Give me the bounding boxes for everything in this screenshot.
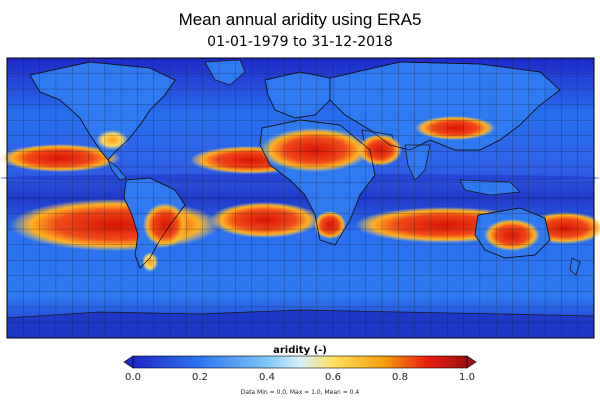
colorbar bbox=[132, 355, 468, 369]
south-america-coast bbox=[123, 177, 186, 269]
eurasia-coast bbox=[264, 61, 561, 151]
colorbar-tick: 1.0 bbox=[459, 372, 475, 383]
southern-africa-arid-region bbox=[314, 211, 346, 239]
south-pacific-arid-band bbox=[10, 199, 220, 251]
greenland bbox=[204, 59, 246, 86]
map-frame bbox=[6, 57, 595, 339]
atacama-arid-region bbox=[143, 203, 187, 247]
map-subtitle: 01-01-1979 to 31-12-2018 bbox=[207, 34, 393, 50]
colorbar-tick: 0.6 bbox=[325, 372, 341, 383]
southwest-us-arid-region bbox=[96, 130, 128, 150]
arabian-arid-region bbox=[358, 134, 402, 166]
colorbar-label: aridity (-) bbox=[273, 345, 327, 356]
central-america bbox=[107, 158, 127, 181]
coastlines bbox=[29, 61, 561, 269]
lat-lon-grid bbox=[7, 58, 594, 338]
australia-arid-region bbox=[484, 219, 540, 251]
south-atlantic-arid-band bbox=[210, 202, 320, 238]
north-america-coast bbox=[29, 61, 176, 161]
colorbar-tick: 0.2 bbox=[192, 372, 208, 383]
india bbox=[404, 144, 431, 181]
southeast-asia-islands bbox=[459, 179, 521, 196]
colorbar-tick: 0.8 bbox=[392, 372, 408, 383]
colorbar-max-arrow bbox=[466, 355, 477, 369]
north-pacific-arid-band bbox=[0, 144, 120, 172]
data-stats: Data Min = 0.0, Max = 1.0, Mean = 0.4 bbox=[240, 389, 360, 396]
australia-coast bbox=[474, 207, 551, 259]
colorbar-tick: 0.0 bbox=[125, 372, 141, 383]
africa-coast bbox=[259, 119, 376, 246]
colorbar-tick: 0.4 bbox=[259, 372, 275, 383]
central-asia-arid-region bbox=[415, 116, 495, 140]
sahara-arid-region bbox=[260, 128, 370, 172]
colorbar-min-arrow bbox=[123, 355, 134, 369]
patagonia-arid-region bbox=[142, 252, 158, 272]
map-title: Mean annual aridity using ERA5 bbox=[178, 10, 422, 29]
